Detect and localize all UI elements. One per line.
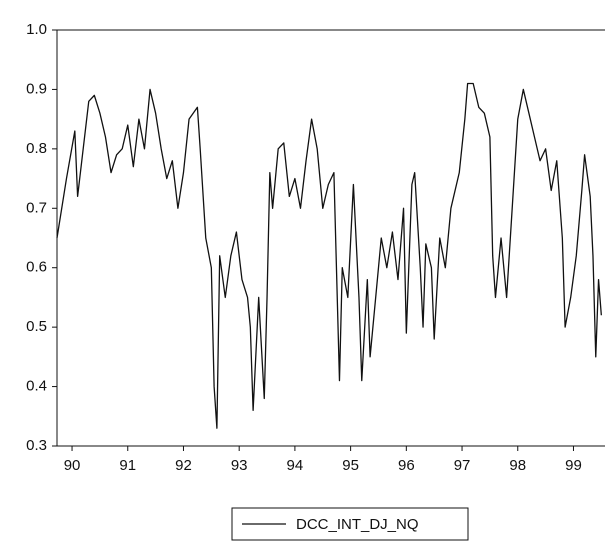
y-tick-label: 0.8 [26, 140, 47, 157]
legend-box [231, 507, 469, 541]
x-tick-label: 91 [119, 457, 136, 474]
x-tick-label: 97 [454, 457, 471, 474]
y-tick-label: 0.5 [26, 318, 47, 335]
x-tick-label: 98 [509, 457, 526, 474]
y-tick-label: 0.7 [26, 199, 47, 216]
x-tick-label: 99 [565, 457, 582, 474]
x-tick-label: 93 [231, 457, 248, 474]
y-tick-label: 0.9 [26, 80, 47, 97]
x-tick-label: 95 [342, 457, 359, 474]
y-tick-label: 0.6 [26, 259, 47, 276]
y-tick-label: 0.4 [26, 378, 47, 395]
x-tick-label: 94 [287, 457, 304, 474]
legend-label: DCC_INT_DJ_NQ [296, 516, 419, 533]
x-tick-label: 96 [398, 457, 415, 474]
y-tick-label: 0.3 [26, 437, 47, 454]
y-tick-label: 1.0 [26, 21, 47, 38]
x-tick-label: 92 [175, 457, 192, 474]
x-tick-label: 90 [64, 457, 81, 474]
data-line [56, 82, 602, 429]
